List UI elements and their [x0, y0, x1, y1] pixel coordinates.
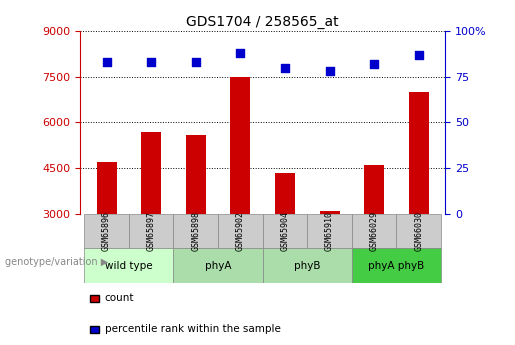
Text: phyA phyB: phyA phyB — [368, 261, 424, 270]
Bar — [307, 214, 352, 248]
Bar — [96, 162, 116, 214]
Bar — [275, 173, 295, 214]
Title: GDS1704 / 258565_at: GDS1704 / 258565_at — [186, 14, 339, 29]
Point — [325, 69, 334, 74]
Text: GSM66029: GSM66029 — [370, 211, 379, 251]
Text: GSM65898: GSM65898 — [191, 211, 200, 251]
Text: GSM65904: GSM65904 — [281, 211, 289, 251]
Bar — [129, 214, 174, 248]
Point — [192, 59, 200, 65]
Point — [415, 52, 423, 58]
Bar — [84, 214, 129, 248]
Text: wild type: wild type — [105, 261, 152, 270]
Bar — [364, 165, 384, 214]
Bar — [174, 214, 218, 248]
Text: genotype/variation ▶: genotype/variation ▶ — [5, 257, 108, 267]
Bar — [397, 214, 441, 248]
Bar — [174, 248, 263, 283]
Point — [281, 65, 289, 70]
Text: GSM65902: GSM65902 — [236, 211, 245, 251]
Bar — [218, 214, 263, 248]
Text: count: count — [105, 294, 134, 303]
Bar — [186, 135, 206, 214]
Text: phyB: phyB — [294, 261, 320, 270]
Bar — [352, 248, 441, 283]
Bar — [263, 248, 352, 283]
Text: percentile rank within the sample: percentile rank within the sample — [105, 325, 281, 334]
Text: GSM65896: GSM65896 — [102, 211, 111, 251]
Bar — [409, 92, 429, 214]
Point — [236, 50, 245, 56]
Bar — [230, 77, 250, 214]
Point — [370, 61, 378, 67]
Text: GSM65910: GSM65910 — [325, 211, 334, 251]
Bar — [352, 214, 397, 248]
Text: GSM65897: GSM65897 — [147, 211, 156, 251]
Point — [102, 59, 111, 65]
Bar — [141, 132, 161, 214]
Bar — [319, 211, 339, 214]
Point — [147, 59, 156, 65]
Text: phyA: phyA — [205, 261, 231, 270]
Bar — [84, 248, 174, 283]
Bar — [263, 214, 307, 248]
Text: GSM66030: GSM66030 — [414, 211, 423, 251]
